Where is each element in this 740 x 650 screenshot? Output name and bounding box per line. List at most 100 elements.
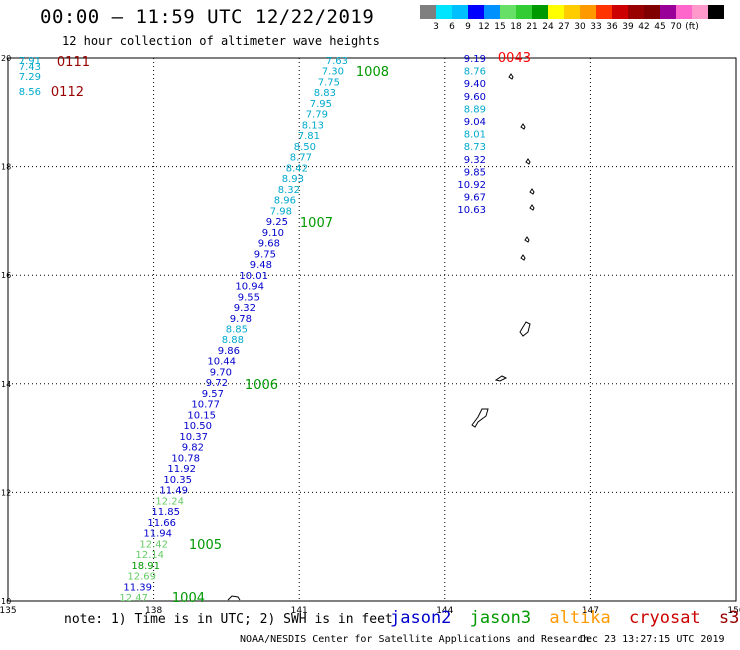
island-outline [520, 254, 526, 261]
legend-cryosat: cryosat [629, 608, 701, 628]
swh-value: 18.91 [131, 561, 160, 572]
scale-label: 39 [622, 22, 634, 32]
island-outlines [227, 73, 535, 601]
swh-value: 7.79 [306, 110, 328, 121]
track-time-label: 1004 [172, 591, 205, 606]
legend-s3a: s3a [718, 608, 740, 628]
track-time-label: 0112 [51, 85, 84, 100]
page-subtitle: 12 hour collection of altimeter wave hei… [62, 34, 380, 48]
track-time-label: 1008 [356, 65, 389, 80]
island-outline [520, 123, 526, 130]
scale-swatch [660, 5, 676, 19]
swh-value: 7.81 [298, 131, 320, 142]
axis-ticks: 135 138 141 144 147 150 20 18 16 14 12 10 [0, 54, 740, 616]
lon-tick-label: 150 [727, 606, 740, 616]
swh-value: 7.43 [19, 62, 41, 73]
swh-value: 9.72 [206, 378, 228, 389]
legend-altika: altika [549, 608, 611, 628]
swh-value: 12.47 [119, 593, 148, 604]
scale-label: 21 [526, 22, 538, 32]
legend-jason2: jason2 [390, 608, 452, 628]
scale-label: 45 [654, 22, 666, 32]
swh-value: 10.94 [235, 282, 264, 293]
scale-swatch [468, 5, 484, 19]
swh-value: 9.32 [234, 303, 256, 314]
swh-value: 8.83 [314, 88, 336, 99]
scale-label: 27 [558, 22, 570, 32]
swh-value: 7.91 [19, 56, 41, 67]
generated-timestamp: Dec 23 13:27:15 UTC 2019 [580, 634, 725, 645]
swh-value: 8.01 [464, 130, 486, 141]
swh-value: 7.29 [19, 72, 41, 83]
swh-value: 9.78 [230, 314, 252, 325]
swh-value: 8.93 [282, 174, 304, 185]
track-time-label: 1005 [189, 538, 222, 553]
scale-label: 9 [465, 22, 471, 32]
swh-value: 10.63 [457, 205, 486, 216]
swh-value: 12.69 [127, 572, 156, 583]
swh-value: 9.32 [464, 155, 486, 166]
lat-tick-label: 10 [1, 597, 11, 606]
scale-swatch [420, 5, 436, 19]
credit-line: NOAA/NESDIS Center for Satellite Applica… [240, 634, 590, 645]
scale-label: 33 [590, 22, 602, 32]
scale-swatch [484, 5, 500, 19]
swh-value: 8.50 [294, 142, 316, 153]
scale-label: 24 [542, 22, 554, 32]
scale-swatch [436, 5, 452, 19]
swh-value: 9.19 [464, 54, 486, 65]
scale-swatch [516, 5, 532, 19]
swh-value: 10.37 [179, 432, 208, 443]
lon-tick-label: 144 [436, 606, 453, 616]
legend-jason3: jason3 [469, 608, 532, 628]
swh-value: 8.56 [19, 87, 41, 98]
swh-value: 11.92 [167, 464, 196, 475]
swh-value: 8.85 [226, 325, 248, 336]
page-title: 00:00 – 11:59 UTC 12/22/2019 [40, 6, 375, 28]
swh-value: 10.15 [187, 410, 216, 421]
swh-value: 8.32 [278, 185, 300, 196]
scale-swatch [628, 5, 644, 19]
swh-value: 12.14 [135, 550, 164, 561]
swh-value: 11.39 [123, 582, 152, 593]
swh-value: 9.57 [202, 389, 224, 400]
swh-value: 7.30 [322, 67, 344, 78]
scale-label: 15 [494, 22, 506, 32]
swh-value: 8.88 [222, 335, 244, 346]
swh-value: 8.42 [286, 163, 308, 174]
scale-swatch [580, 5, 596, 19]
swh-value: 8.13 [302, 120, 324, 131]
swh-value: 9.40 [464, 79, 486, 90]
satellite-legend: jason2 jason3 altika cryosat s3a [390, 608, 740, 628]
swh-value: 12.42 [139, 539, 168, 550]
scale-swatch [612, 5, 628, 19]
scale-swatch [500, 5, 516, 19]
scale-label: 70 [670, 22, 682, 32]
swh-value: 9.85 [464, 167, 486, 178]
swh-value: 11.49 [159, 486, 188, 497]
scale-swatch [564, 5, 580, 19]
lon-tick-label: 147 [582, 606, 599, 616]
scale-label: 12 [478, 22, 490, 32]
island-rota-outline [494, 375, 508, 382]
swh-value: 7.98 [270, 206, 292, 217]
scale-label: (ft) [685, 22, 699, 32]
swh-value: 9.67 [464, 193, 486, 204]
swh-value: 10.78 [171, 453, 200, 464]
lon-tick-label: 138 [145, 606, 162, 616]
swh-value: 10.01 [239, 271, 268, 282]
swh-value: 12.24 [155, 496, 184, 507]
swh-value: 9.55 [238, 292, 260, 303]
swh-value: 9.10 [262, 228, 284, 239]
scale-label: 30 [574, 22, 586, 32]
scale-swatch [452, 5, 468, 19]
map-frame [7, 57, 737, 602]
swh-value: 9.48 [250, 260, 272, 271]
track-time-label: 1007 [300, 216, 333, 231]
swh-value: 11.85 [151, 507, 180, 518]
swh-value: 9.60 [464, 92, 486, 103]
scale-swatch [644, 5, 660, 19]
track-time-label: 1006 [245, 378, 278, 393]
swh-value: 9.70 [210, 367, 232, 378]
